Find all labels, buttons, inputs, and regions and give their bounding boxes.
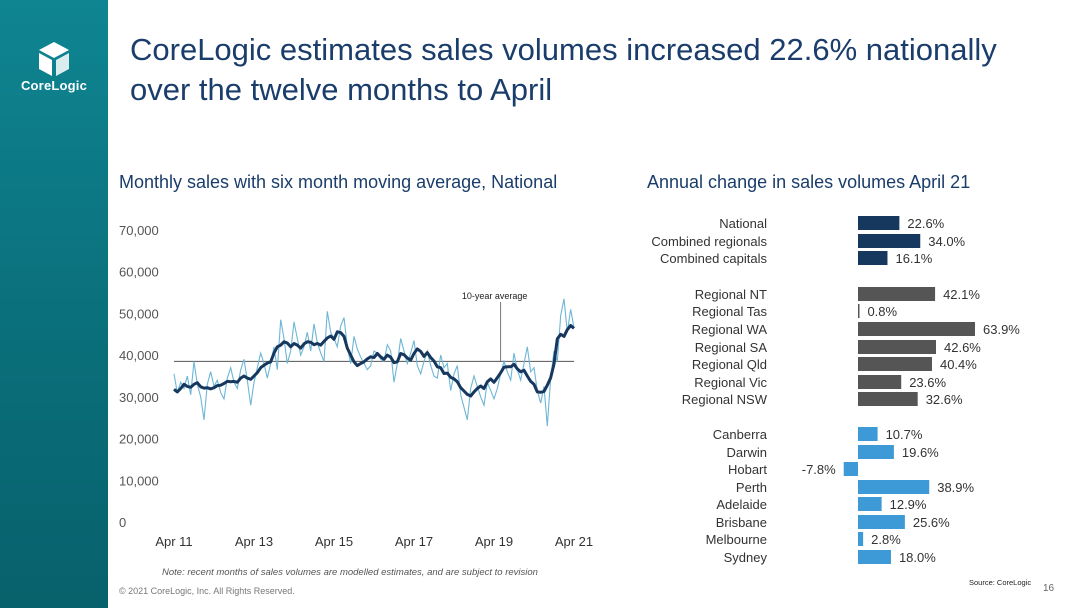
category-label: Hobart <box>728 462 767 477</box>
value-label: 42.1% <box>943 287 980 302</box>
category-label: Regional Tas <box>692 304 767 319</box>
line-chart-title: Monthly sales with six month moving aver… <box>119 172 558 192</box>
title-line-1: CoreLogic estimates sales volumes increa… <box>130 32 997 67</box>
bar <box>858 515 905 529</box>
six-month-average-series <box>173 324 575 398</box>
category-label: Perth <box>736 480 767 495</box>
category-label: Regional Vic <box>694 375 767 390</box>
value-label: 32.6% <box>926 392 963 407</box>
title-line-2: over the twelve months to April <box>130 72 553 107</box>
category-label: Melbourne <box>706 532 767 547</box>
category-label: Regional SA <box>695 340 768 355</box>
value-label: 63.9% <box>983 322 1020 337</box>
y-tick-label: 20,000 <box>119 432 159 447</box>
value-label: 42.6% <box>944 340 981 355</box>
x-tick-label: Apr 21 <box>555 534 593 549</box>
value-label: 16.1% <box>895 251 932 266</box>
bar <box>858 445 894 459</box>
category-label: Adelaide <box>716 497 767 512</box>
bar-chart-title: Annual change in sales volumes April 21 <box>647 172 971 192</box>
x-tick-label: Apr 19 <box>475 534 513 549</box>
source-label: Source: CoreLogic <box>969 578 1032 587</box>
y-tick-label: 0 <box>119 515 126 530</box>
category-label: Darwin <box>727 445 767 460</box>
category-label: Sydney <box>724 550 768 565</box>
category-label: Regional NSW <box>682 392 768 407</box>
bar <box>858 480 930 494</box>
bar <box>858 497 882 511</box>
page-title: CoreLogic estimates sales volumes increa… <box>130 30 1060 110</box>
bar <box>858 216 900 230</box>
bar <box>858 375 902 389</box>
x-tick-label: Apr 11 <box>155 534 192 549</box>
category-label: National <box>719 216 767 231</box>
category-label: Combined capitals <box>660 251 767 266</box>
value-label: 2.8% <box>871 532 901 547</box>
value-label: 10.7% <box>886 427 923 442</box>
value-label: 22.6% <box>907 216 944 231</box>
bar <box>858 532 864 546</box>
value-label: 18.0% <box>899 550 936 565</box>
y-tick-label: 10,000 <box>119 473 159 488</box>
bar <box>858 287 936 301</box>
x-tick-label: Apr 13 <box>235 534 273 549</box>
bar <box>858 357 932 371</box>
x-tick-label: Apr 15 <box>315 534 353 549</box>
ten-year-average-label: 10-year average <box>462 291 528 301</box>
value-label: 38.9% <box>937 480 974 495</box>
corelogic-logo-icon <box>39 42 69 76</box>
y-tick-label: 40,000 <box>119 348 159 363</box>
value-label: -7.8% <box>802 462 836 477</box>
value-label: 12.9% <box>890 497 927 512</box>
bar <box>858 427 878 441</box>
y-tick-label: 70,000 <box>119 223 159 238</box>
bar <box>858 392 918 406</box>
value-label: 34.0% <box>928 234 965 249</box>
logo-text: CoreLogic <box>20 78 88 93</box>
category-label: Combined regionals <box>651 234 767 249</box>
bar <box>858 234 921 248</box>
value-label: 19.6% <box>902 445 939 460</box>
sidebar: CoreLogic <box>0 0 108 608</box>
page-number: 16 <box>1043 583 1055 594</box>
x-tick-label: Apr 17 <box>395 534 433 549</box>
category-label: Brisbane <box>716 515 767 530</box>
monthly-sales-series <box>173 298 575 427</box>
value-label: 0.8% <box>867 304 897 319</box>
bar <box>858 304 860 318</box>
y-tick-label: 50,000 <box>119 306 159 321</box>
value-label: 23.6% <box>909 375 946 390</box>
bar <box>858 251 888 265</box>
y-tick-label: 60,000 <box>119 265 159 280</box>
bar <box>843 462 858 476</box>
category-label: Regional Qld <box>692 357 767 372</box>
copyright: © 2021 CoreLogic, Inc. All Rights Reserv… <box>119 586 295 596</box>
value-label: 25.6% <box>913 515 950 530</box>
category-label: Regional WA <box>692 322 768 337</box>
category-label: Regional NT <box>695 287 767 302</box>
revision-note: Note: recent months of sales volumes are… <box>162 567 538 578</box>
bar <box>858 322 975 336</box>
y-tick-label: 30,000 <box>119 390 159 405</box>
bar <box>858 340 936 354</box>
category-label: Canberra <box>713 427 768 442</box>
bar <box>858 550 891 564</box>
value-label: 40.4% <box>940 357 977 372</box>
